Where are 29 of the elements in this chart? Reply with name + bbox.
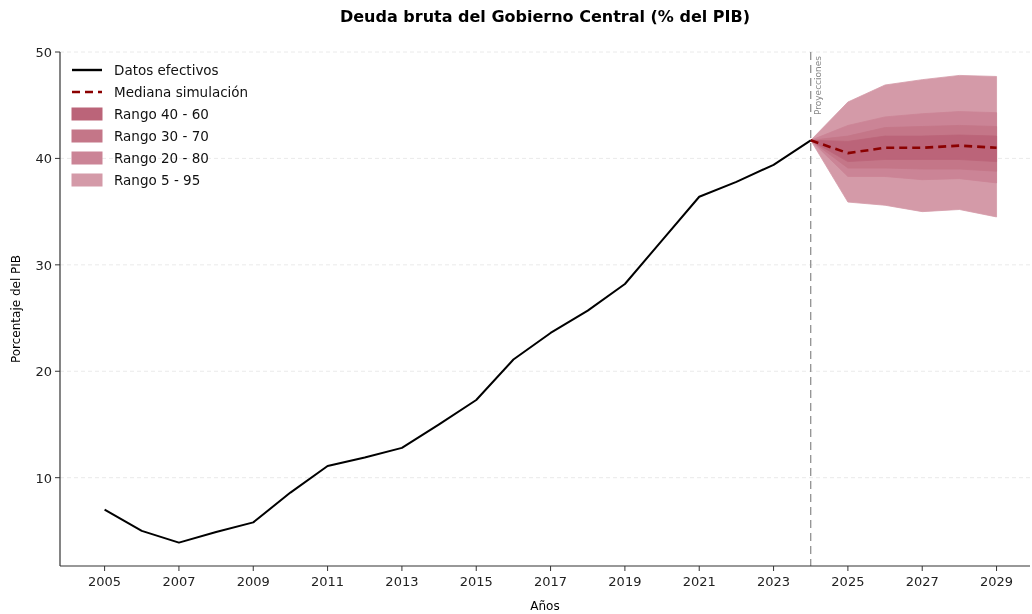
ref-line-label: Proyecciones <box>812 55 823 115</box>
x-tick-label: 2009 <box>236 574 270 589</box>
legend-label: Rango 5 - 95 <box>114 172 201 188</box>
x-tick-label: 2017 <box>534 574 568 589</box>
y-axis-title: Porcentaje del PIB <box>9 254 23 364</box>
line-series <box>809 139 998 155</box>
x-axis-title: Años <box>530 599 560 613</box>
x-tick-label: 2007 <box>162 574 196 589</box>
legend-label: Mediana simulación <box>114 84 249 100</box>
x-tick-label: 2027 <box>905 574 939 589</box>
x-tick-label: 2005 <box>88 574 122 589</box>
x-tick-label: 2025 <box>831 574 865 589</box>
y-tick-label: 40 <box>35 151 52 167</box>
legend-label: Datos efectivos <box>114 62 219 78</box>
x-tick-label: 2023 <box>757 574 791 589</box>
x-tick-label: 2015 <box>459 574 493 589</box>
legend-label: Rango 30 - 70 <box>114 128 209 144</box>
x-tick-label: 2029 <box>980 574 1014 589</box>
x-tick-label: 2011 <box>311 574 345 589</box>
legend-label: Rango 20 - 80 <box>114 150 209 166</box>
legend-label: Rango 40 - 60 <box>114 106 209 122</box>
y-tick-label: 10 <box>35 470 52 486</box>
chart-title: Deuda bruta del Gobierno Central (% del PIB) <box>339 7 751 26</box>
x-tick-label: 2013 <box>385 574 419 589</box>
y-tick-label: 50 <box>35 45 52 60</box>
x-tick-label: 2021 <box>682 574 716 589</box>
y-tick-label: 30 <box>35 257 52 273</box>
y-tick-label: 20 <box>35 364 52 380</box>
x-tick-label: 2019 <box>608 574 642 589</box>
